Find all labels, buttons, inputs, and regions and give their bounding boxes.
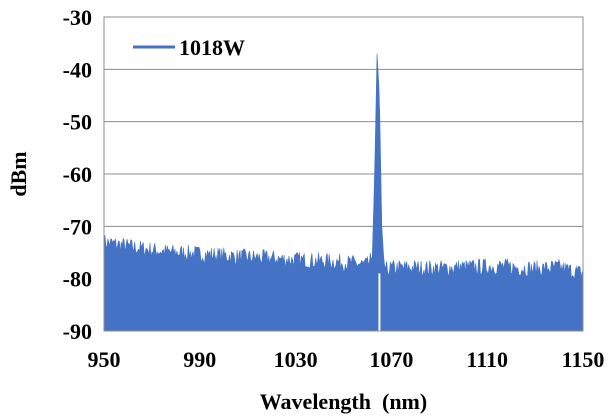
y-tick-label: -70 [63,214,92,239]
legend: 1018W [133,35,245,60]
series-area [103,53,584,332]
x-tick-label: 1150 [562,347,605,372]
x-tick-label: 1070 [369,347,413,372]
y-tick-label: -40 [63,57,92,82]
legend-label: 1018W [179,35,245,60]
x-tick-label: 1110 [466,347,508,372]
y-tick-label: -30 [63,5,92,30]
y-tick-labels: -30 -40 -50 -60 -70 -80 -90 [63,5,92,344]
y-axis-title: dBm [6,151,31,196]
x-tick-label: 950 [88,347,121,372]
y-tick-label: -90 [63,319,92,344]
series-1018w-area [103,53,584,332]
x-tick-label: 1030 [274,347,318,372]
y-tick-label: -80 [63,267,92,292]
x-tick-labels: 950 990 1030 1070 1110 1150 [88,347,605,372]
y-tick-label: -50 [63,110,92,135]
y-tick-label: -60 [63,162,92,187]
plot-frame [103,16,584,332]
x-axis-title: Wavelength (nm) [260,389,427,414]
x-tick-label: 990 [183,347,216,372]
